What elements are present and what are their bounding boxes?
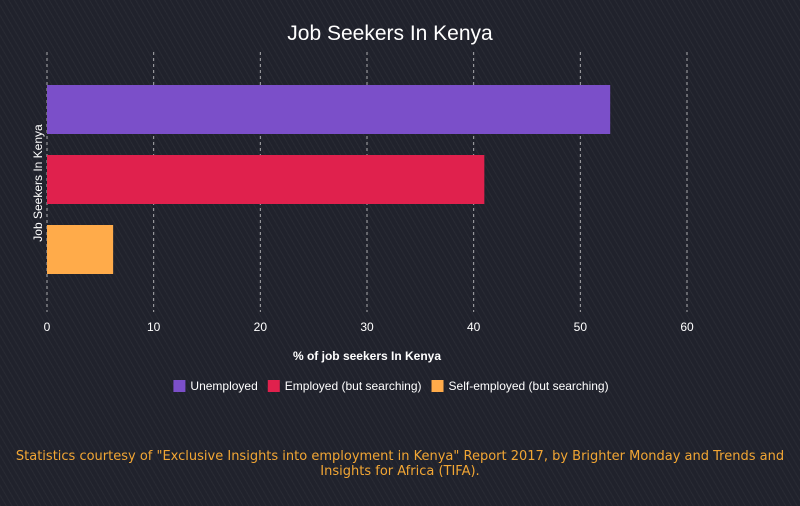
source-footnote: Statistics courtesy of "Exclusive Insigh… xyxy=(15,449,785,479)
x-tick-label: 50 xyxy=(574,320,588,334)
y-axis-title: Job Seekers In Kenya xyxy=(31,124,45,242)
chart-title: Job Seekers In Kenya xyxy=(287,22,493,45)
x-axis-ticks: 0 10 20 30 40 50 60 xyxy=(44,320,694,334)
legend: Unemployed Employed (but searching) Self-e… xyxy=(173,379,609,393)
legend-item[interactable]: Employed (but searching) xyxy=(267,379,422,393)
bar-unemployed[interactable] xyxy=(47,85,611,134)
bar-chart: Job Seekers In Kenya 0 10 20 30 40 50 60 Job S… xyxy=(31,22,694,393)
x-tick-label: 40 xyxy=(467,320,481,334)
x-axis-title: % of job seekers In Kenya xyxy=(293,349,441,363)
legend-item[interactable]: Unemployed xyxy=(173,379,258,393)
x-tick-label: 60 xyxy=(680,320,694,334)
legend-swatch xyxy=(267,380,280,392)
legend-swatch xyxy=(173,380,186,392)
legend-label: Employed (but searching) xyxy=(285,379,422,393)
x-tick-label: 0 xyxy=(44,320,51,334)
legend-label: Self-employed (but searching) xyxy=(449,379,609,393)
bars xyxy=(47,85,611,274)
x-tick-label: 30 xyxy=(360,320,374,334)
bar-self-employed-but-searching[interactable] xyxy=(47,225,114,274)
x-tick-label: 20 xyxy=(254,320,268,334)
x-tick-label: 10 xyxy=(147,320,161,334)
bar-employed-but-searching[interactable] xyxy=(47,155,485,204)
legend-swatch xyxy=(431,380,444,392)
legend-item[interactable]: Self-employed (but searching) xyxy=(431,379,609,393)
legend-label: Unemployed xyxy=(190,379,257,393)
